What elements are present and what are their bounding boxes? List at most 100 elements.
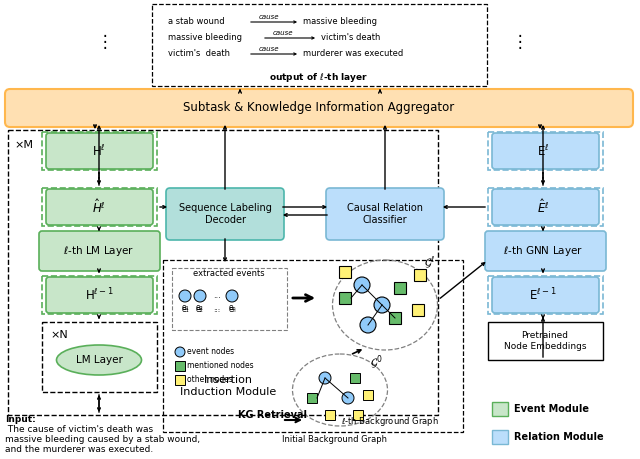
Text: $\hat{H}$$^\ell$: $\hat{H}$$^\ell$ <box>92 198 106 216</box>
FancyBboxPatch shape <box>492 133 599 169</box>
Text: e₂: e₂ <box>196 303 204 313</box>
Ellipse shape <box>56 345 141 375</box>
Text: Event Module: Event Module <box>514 404 589 414</box>
Text: victim's death: victim's death <box>321 34 380 43</box>
Text: ...: ... <box>213 291 221 301</box>
Text: mentioned nodes: mentioned nodes <box>187 362 253 370</box>
Text: e₁: e₁ <box>181 303 189 313</box>
Text: Insertion: Insertion <box>204 375 253 385</box>
Text: $\mathcal{G}^0$: $\mathcal{G}^0$ <box>369 353 383 371</box>
FancyBboxPatch shape <box>492 277 599 313</box>
Text: $\hat{E}$$^\ell$: $\hat{E}$$^\ell$ <box>537 198 549 216</box>
Text: Sequence Labeling
Decoder: Sequence Labeling Decoder <box>179 203 271 225</box>
Bar <box>175 361 185 371</box>
Bar <box>8 130 438 415</box>
Text: $\ell$-th Background Graph: $\ell$-th Background Graph <box>341 415 439 429</box>
Text: E$^\ell$: E$^\ell$ <box>537 143 549 159</box>
FancyBboxPatch shape <box>492 189 599 225</box>
Bar <box>488 132 603 170</box>
Circle shape <box>175 347 185 357</box>
Bar <box>42 322 157 392</box>
Text: Initial Background Graph: Initial Background Graph <box>282 436 387 444</box>
Text: and the murderer was executed.: and the murderer was executed. <box>5 445 153 454</box>
Bar <box>394 282 406 294</box>
FancyBboxPatch shape <box>326 188 444 240</box>
Bar <box>492 430 508 444</box>
Text: ⋮: ⋮ <box>92 171 106 185</box>
Text: $\ell$-th LM Layer: $\ell$-th LM Layer <box>63 244 134 258</box>
Bar <box>488 322 603 360</box>
Bar <box>152 4 487 86</box>
Text: cause: cause <box>259 14 279 20</box>
Bar <box>307 393 317 403</box>
Text: $\ell$-th GNN Layer: $\ell$-th GNN Layer <box>503 244 583 258</box>
Bar <box>389 312 401 324</box>
Circle shape <box>194 290 206 302</box>
Text: massive bleeding: massive bleeding <box>303 17 377 27</box>
Text: ...: ... <box>213 303 221 313</box>
Text: ...: ... <box>213 306 221 314</box>
FancyBboxPatch shape <box>166 188 284 240</box>
Text: ×N: ×N <box>50 330 68 340</box>
Text: ⋮: ⋮ <box>536 171 550 185</box>
Bar <box>163 260 463 432</box>
Bar <box>42 188 157 226</box>
Text: event nodes: event nodes <box>187 347 234 357</box>
Text: other nodes: other nodes <box>187 375 233 385</box>
Bar <box>42 132 157 170</box>
Text: e₁: e₁ <box>181 306 189 314</box>
FancyBboxPatch shape <box>5 89 633 127</box>
Bar <box>492 402 508 416</box>
Text: KG Retrieval: KG Retrieval <box>238 410 307 420</box>
Circle shape <box>342 392 354 404</box>
Circle shape <box>226 290 238 302</box>
Text: eₙ: eₙ <box>228 306 236 314</box>
Text: ⋮: ⋮ <box>97 33 113 51</box>
FancyBboxPatch shape <box>46 133 153 169</box>
Bar <box>339 266 351 278</box>
Bar <box>488 188 603 226</box>
Circle shape <box>319 372 331 384</box>
Text: massive bleeding caused by a stab wound,: massive bleeding caused by a stab wound, <box>5 435 200 444</box>
FancyBboxPatch shape <box>46 189 153 225</box>
Bar <box>414 269 426 281</box>
Text: extracted events: extracted events <box>193 269 265 279</box>
Bar <box>350 373 360 383</box>
Text: LM Layer: LM Layer <box>76 355 122 365</box>
Circle shape <box>354 277 370 293</box>
Text: Input:: Input: <box>5 415 36 424</box>
Text: The cause of victim's death was: The cause of victim's death was <box>5 425 153 434</box>
Text: H$^{\ell-1}$: H$^{\ell-1}$ <box>84 287 113 303</box>
FancyBboxPatch shape <box>46 277 153 313</box>
Text: ⋮: ⋮ <box>512 33 528 51</box>
Text: Causal Relation
Classifier: Causal Relation Classifier <box>347 203 423 225</box>
FancyBboxPatch shape <box>485 231 606 271</box>
Circle shape <box>179 290 191 302</box>
Bar <box>42 276 157 314</box>
Text: cause: cause <box>259 46 279 52</box>
Text: Relation Module: Relation Module <box>514 432 604 442</box>
Text: cause: cause <box>273 30 293 36</box>
Bar <box>412 304 424 316</box>
Text: $\mathcal{G}^\ell$: $\mathcal{G}^\ell$ <box>424 254 436 270</box>
Text: murderer was executed: murderer was executed <box>303 50 403 58</box>
Bar <box>353 410 363 420</box>
Circle shape <box>374 297 390 313</box>
Text: Subtask & Knowledge Information Aggregator: Subtask & Knowledge Information Aggregat… <box>184 101 454 114</box>
Circle shape <box>360 317 376 333</box>
Text: e₂: e₂ <box>196 306 204 314</box>
Bar <box>325 410 335 420</box>
Bar <box>172 268 287 330</box>
Bar <box>363 390 373 400</box>
Text: output of $\ell$-th layer: output of $\ell$-th layer <box>269 72 369 84</box>
Text: E$^{\ell-1}$: E$^{\ell-1}$ <box>529 287 557 303</box>
Bar <box>175 375 185 385</box>
Text: massive bleeding: massive bleeding <box>168 34 242 43</box>
Text: ×M: ×M <box>14 140 33 150</box>
Text: Induction Module: Induction Module <box>180 387 276 397</box>
Bar <box>488 276 603 314</box>
FancyBboxPatch shape <box>39 231 160 271</box>
Text: a stab wound: a stab wound <box>168 17 225 27</box>
Text: eₙ: eₙ <box>228 303 236 313</box>
Text: Pretrained
Node Embeddings: Pretrained Node Embeddings <box>504 331 586 351</box>
